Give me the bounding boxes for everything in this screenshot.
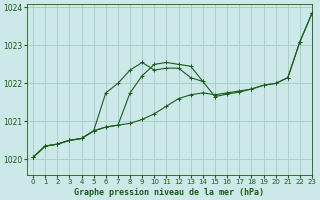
X-axis label: Graphe pression niveau de la mer (hPa): Graphe pression niveau de la mer (hPa) <box>75 188 265 197</box>
